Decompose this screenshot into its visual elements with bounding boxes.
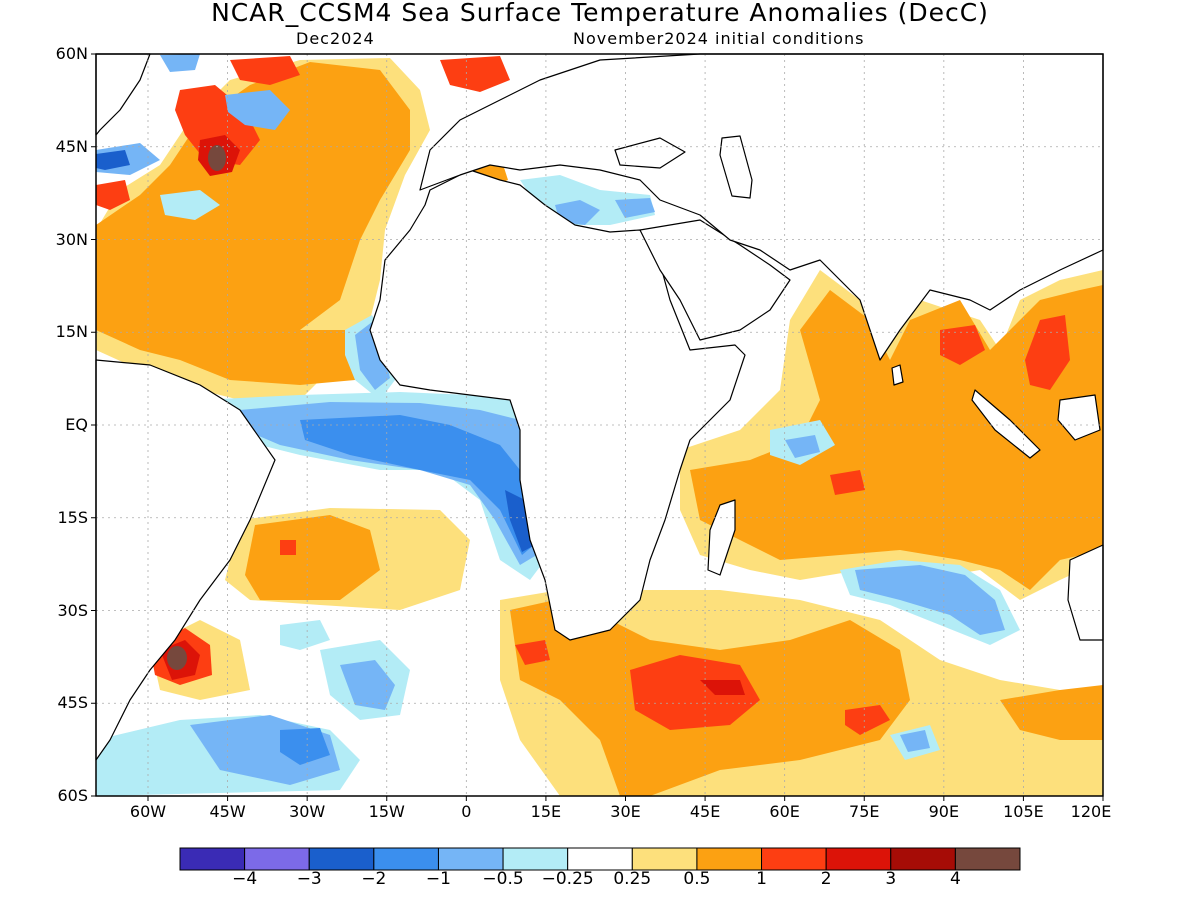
anomaly-cold-region: [300, 415, 540, 555]
anomaly-hot-region: [940, 325, 985, 365]
longitude-label: 45E: [689, 802, 721, 821]
latitude-label: 30S: [57, 600, 88, 620]
longitude-label: 90E: [928, 802, 960, 821]
latitude-label: EQ: [65, 415, 88, 434]
anomaly-cool-region: [855, 565, 1005, 635]
anomaly-very-hot-region: [700, 680, 745, 695]
colorbar-swatch: [179, 847, 246, 871]
anomaly-hot-region: [280, 540, 296, 555]
colorbar-swatch: [244, 847, 310, 871]
anomaly-cool-region: [615, 198, 655, 218]
anomaly-colder-region: [505, 490, 535, 552]
sumatra-landmass: [971, 389, 1041, 459]
anomaly-warm-region: [1000, 685, 1103, 740]
longitude-label: 30E: [610, 802, 641, 821]
longitude-label: 60W: [129, 802, 167, 821]
latitude-label: 15N: [55, 322, 88, 342]
colorbar-label: 4: [949, 869, 961, 889]
anomaly-weak-cool-region: [280, 620, 330, 650]
anomaly-cool-region: [160, 54, 200, 72]
anomaly-extreme-spot: [208, 145, 226, 171]
anomaly-hot-region: [440, 56, 510, 92]
initial-conditions-label: November2024 initial conditions: [573, 29, 865, 48]
latitude-label: 60S: [57, 786, 88, 805]
anomaly-warm-region: [690, 285, 1103, 590]
longitude-label: 75E: [849, 802, 880, 821]
colorbar-label: −4: [232, 869, 258, 889]
anomaly-cool-region: [355, 322, 390, 390]
map-gridlines: [96, 54, 1103, 796]
anomaly-hot-region: [830, 470, 865, 495]
anomaly-cool-region: [785, 435, 820, 458]
colorbar-swatch: [890, 847, 956, 871]
latitude-label: 15S: [57, 507, 88, 527]
africa-landmass: [369, 169, 746, 641]
latitude-label: 45S: [57, 693, 88, 713]
axis-ticks: [91, 53, 1104, 801]
anomaly-colder-region: [96, 150, 130, 170]
colorbar-label: −3: [296, 869, 322, 889]
anomaly-warm-region: [245, 515, 380, 600]
colorbar-label: 0.25: [613, 869, 652, 889]
colorbar-label: 0.5: [683, 869, 711, 889]
longitude-label: 15E: [530, 802, 562, 821]
longitude-label: 120E: [1070, 802, 1112, 821]
anomaly-hot-region: [515, 640, 550, 665]
anomaly-cool-region: [340, 660, 395, 710]
colorbar-label: 2: [820, 869, 832, 889]
south-america-landmass: [95, 359, 276, 761]
colorbar-swatch: [502, 847, 569, 871]
caspian-sea-outline: [719, 135, 753, 199]
borneo-landmass: [1057, 394, 1101, 441]
anomaly-warm-region: [96, 62, 410, 385]
colorbar-label: −2: [361, 869, 387, 889]
anomaly-cool-region: [900, 730, 930, 752]
anomaly-hot-region: [845, 705, 890, 735]
longitude-label: 15W: [368, 802, 405, 821]
anomaly-hot-region: [96, 180, 130, 210]
anomaly-cold-region: [280, 728, 330, 765]
latitude-label: 45N: [55, 136, 88, 156]
colorbar-swatch: [761, 847, 827, 871]
colorbar-label: −0.25: [541, 869, 594, 889]
anomaly-hot-region: [230, 56, 300, 85]
longitude-label: 105E: [1003, 802, 1044, 821]
longitude-label: 0: [461, 802, 472, 821]
colorbar-swatch: [696, 847, 763, 871]
longitude-label: 30W: [289, 802, 326, 821]
latitude-label: 60N: [55, 44, 88, 63]
colorbar-swatch: [308, 847, 375, 871]
coastlines: [95, 53, 1104, 761]
europe-landmass: [419, 53, 1104, 361]
colorbar-swatch: [373, 847, 439, 871]
latitude-label: 30N: [55, 229, 88, 249]
colorbar-swatch: [567, 847, 633, 871]
anomaly-hot-region: [1025, 315, 1070, 390]
longitude-label: 60E: [769, 802, 800, 821]
colorbar-swatch: [631, 847, 698, 871]
colorbar-label: −1: [425, 869, 451, 889]
anomaly-cool-region: [225, 90, 290, 130]
black-sea-outline: [614, 137, 686, 169]
anomaly-weak-cool-region: [160, 190, 220, 220]
colorbar-swatch: [954, 847, 1021, 871]
longitude-label: 45W: [209, 802, 246, 821]
madagascar-landmass: [707, 499, 736, 576]
colorbar-swatch: [825, 847, 892, 871]
figure-title: NCAR_CCSM4 Sea Surface Temperature Anoma…: [211, 0, 989, 27]
sri-lanka-landmass: [891, 364, 904, 386]
australia-landmass: [1067, 544, 1104, 641]
anomaly-extreme-spot: [167, 646, 187, 670]
colorbar-label: 3: [885, 869, 897, 889]
forecast-month: Dec2024: [296, 29, 375, 48]
colorbar-label: −0.5: [482, 869, 524, 889]
colorbar-swatch: [437, 847, 504, 871]
colorbar-label: 1: [756, 869, 767, 889]
anomaly-hot-region: [630, 655, 760, 730]
